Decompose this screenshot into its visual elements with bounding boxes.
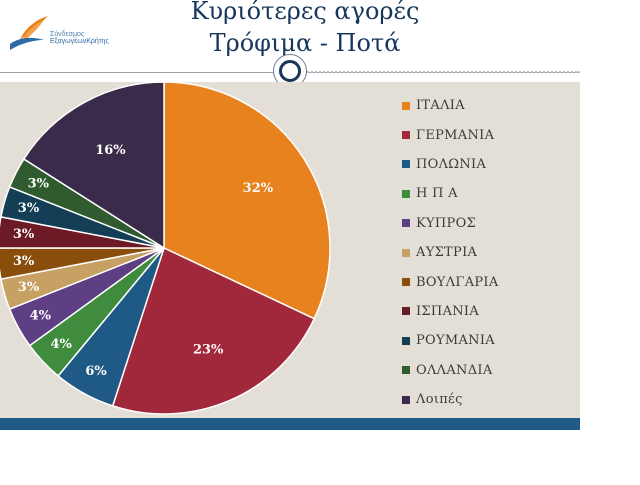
pie-slice-1 xyxy=(163,82,331,320)
legend-item: Λοιπές xyxy=(402,385,572,414)
divider-ornament-center xyxy=(279,60,301,82)
legend-label: ΚΥΠΡΟΣ xyxy=(416,215,477,231)
slide-title-line1: Κυριότερες αγορές xyxy=(190,0,420,25)
legend-swatch xyxy=(402,160,410,169)
pie-data-label-2: 23% xyxy=(193,343,224,358)
legend-label: ΡΟΥΜΑΝΙΑ xyxy=(416,333,495,349)
pie-data-label-3: 6% xyxy=(85,364,107,379)
legend-label: Λοιπές xyxy=(416,392,463,408)
header-divider-dots xyxy=(300,71,580,73)
legend-label: ΑΥΣΤΡΙΑ xyxy=(416,245,478,261)
legend-item: ΒΟΥΛΓΑΡΙΑ xyxy=(402,267,572,296)
legend-item: ΟΛΛΑΝΔΙΑ xyxy=(402,356,572,385)
pie-data-label-6: 3% xyxy=(18,280,40,295)
legend-swatch xyxy=(402,395,410,404)
legend-swatch xyxy=(402,336,410,345)
pie-data-label-8: 3% xyxy=(13,227,35,242)
legend-item: ΓΕΡΜΑΝΙΑ xyxy=(402,120,572,149)
logo-text-line1: Σύνδεσμος xyxy=(50,31,85,38)
legend-swatch xyxy=(402,131,410,140)
pie-slice-11 xyxy=(22,82,165,250)
pie-data-label-11: 16% xyxy=(95,143,126,158)
legend-item: ΙΣΠΑΝΙΑ xyxy=(402,297,572,326)
legend-label: Η Π Α xyxy=(416,186,458,202)
pie-data-label-7: 3% xyxy=(13,254,35,269)
legend-label: ΟΛΛΑΝΔΙΑ xyxy=(416,362,493,378)
slide-title-line2: Τρόφιμα - Ποτά xyxy=(209,29,401,57)
legend-swatch xyxy=(402,366,410,375)
pie-data-label-1: 32% xyxy=(243,181,274,196)
legend-item: ΚΥΠΡΟΣ xyxy=(402,209,572,238)
legend-label: ΓΕΡΜΑΝΙΑ xyxy=(416,127,495,143)
legend-item: ΠΟΛΩΝΙΑ xyxy=(402,150,572,179)
pie-chart: 32% 23% 6% 4% 4% 3% 3% 3% 3% 3% 16% xyxy=(0,82,331,415)
legend-item: ΑΥΣΤΡΙΑ xyxy=(402,238,572,267)
legend-item: ΡΟΥΜΑΝΙΑ xyxy=(402,326,572,355)
legend-label: ΠΟΛΩΝΙΑ xyxy=(416,156,487,172)
legend-label: ΙΤΑΛΙΑ xyxy=(416,98,465,114)
legend-label: ΒΟΥΛΓΑΡΙΑ xyxy=(416,274,499,290)
legend-swatch xyxy=(402,101,410,110)
legend-label: ΙΣΠΑΝΙΑ xyxy=(416,303,480,319)
pie-data-label-5: 4% xyxy=(30,308,52,323)
logo-text-line2: ΕξαγωγέωνΚρήτης xyxy=(50,38,109,45)
legend-swatch xyxy=(402,307,410,316)
pie-slice-2 xyxy=(111,246,316,415)
pie-data-label-10: 3% xyxy=(28,176,50,191)
footer-bar xyxy=(0,418,580,430)
pie-data-label-9: 3% xyxy=(18,201,40,216)
chart-panel: 32% 23% 6% 4% 4% 3% 3% 3% 3% 3% 16% ΙΤΑΛΙΑ ΓΕΡΜΑΝΙΑ… xyxy=(0,82,580,418)
legend-swatch xyxy=(402,248,410,257)
legend-item: ΙΤΑΛΙΑ xyxy=(402,91,572,120)
legend-swatch xyxy=(402,219,410,228)
legend-swatch xyxy=(402,189,410,198)
pie-slice-7 xyxy=(0,247,165,280)
exporters-association-logo xyxy=(10,16,48,50)
legend-item: Η Π Α xyxy=(402,179,572,208)
legend-swatch xyxy=(402,278,410,287)
chart-legend: ΙΤΑΛΙΑ ΓΕΡΜΑΝΙΑ ΠΟΛΩΝΙΑ Η Π Α ΚΥΠΡΟΣ ΑΥΣΤΡΙΑ Β… xyxy=(402,91,572,414)
pie-data-label-4: 4% xyxy=(50,337,72,352)
